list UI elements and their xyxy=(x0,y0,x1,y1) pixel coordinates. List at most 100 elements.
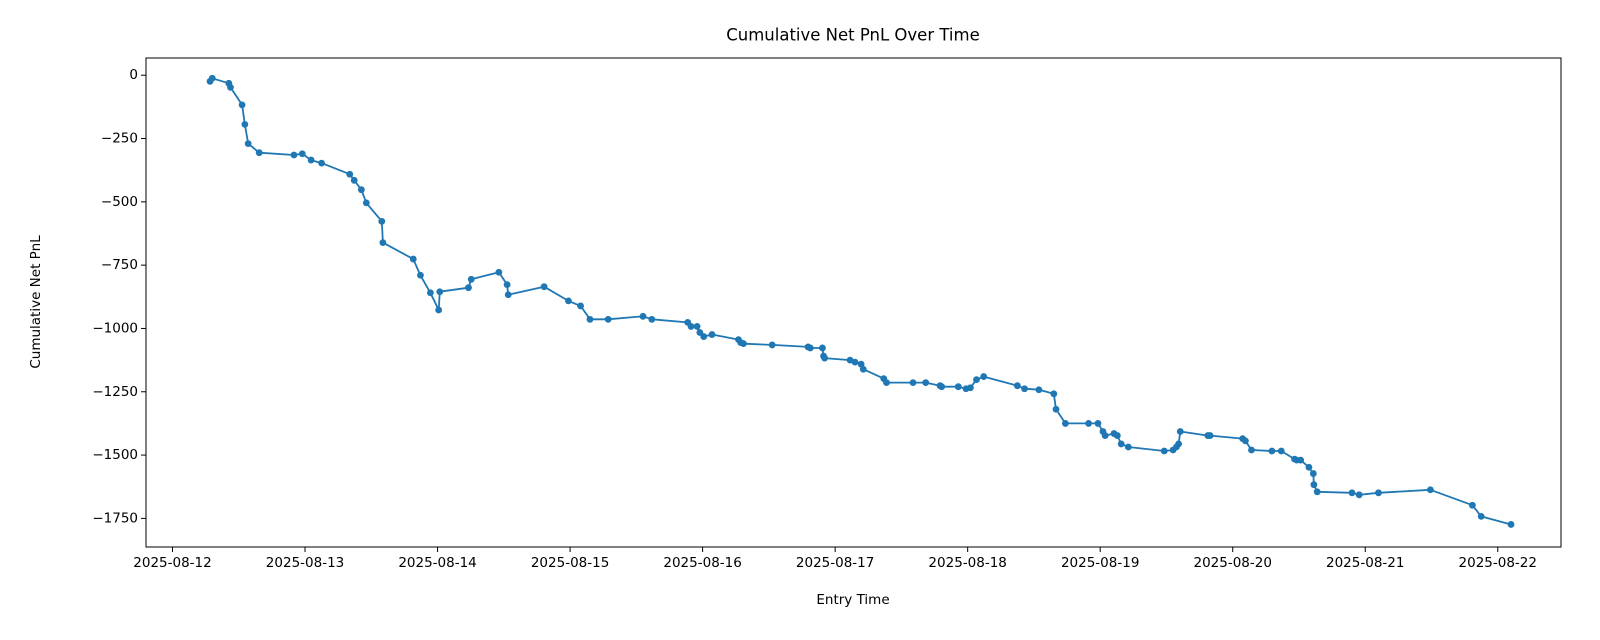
data-point xyxy=(1477,512,1485,520)
data-point xyxy=(1176,428,1184,435)
data-point xyxy=(208,74,216,82)
data-point xyxy=(1468,501,1476,509)
data-point xyxy=(909,379,917,387)
x-tick-label: 2025-08-20 xyxy=(1193,555,1271,571)
data-point xyxy=(298,150,306,158)
data-point xyxy=(954,383,962,391)
data-point xyxy=(1175,440,1183,448)
data-point xyxy=(465,284,472,292)
x-tick-label: 2025-08-13 xyxy=(266,555,344,571)
data-point xyxy=(1124,443,1132,451)
y-tick-label: −1250 xyxy=(92,384,138,400)
x-axis-label: Entry Time xyxy=(816,592,889,608)
x-tick-label: 2025-08-15 xyxy=(531,555,609,571)
data-point xyxy=(1160,447,1168,455)
x-tick-label: 2025-08-19 xyxy=(1061,555,1139,571)
data-point xyxy=(1062,420,1069,427)
data-point xyxy=(378,217,386,225)
data-point xyxy=(938,383,946,391)
x-tick-label: 2025-08-12 xyxy=(133,555,211,571)
data-point xyxy=(350,176,358,184)
data-point xyxy=(1297,456,1305,464)
data-point xyxy=(1355,491,1363,499)
data-point xyxy=(1035,386,1043,394)
data-point xyxy=(255,149,263,157)
data-point xyxy=(241,120,249,128)
data-point xyxy=(708,331,716,338)
chart-title: Cumulative Net PnL Over Time xyxy=(726,26,980,45)
x-tick-label: 2025-08-22 xyxy=(1459,555,1537,571)
data-point xyxy=(1094,420,1102,427)
data-point xyxy=(1305,463,1313,471)
data-point xyxy=(503,281,511,289)
data-point xyxy=(244,140,252,147)
data-point xyxy=(346,170,354,178)
data-point xyxy=(1117,440,1125,448)
data-point xyxy=(857,360,865,368)
data-point xyxy=(639,312,647,320)
data-point xyxy=(1242,437,1249,445)
plot-frame xyxy=(145,57,1562,548)
data-point xyxy=(417,271,424,279)
data-point xyxy=(1052,405,1060,413)
data-point xyxy=(409,255,417,263)
data-point xyxy=(1248,446,1255,454)
data-point xyxy=(1309,470,1317,477)
data-point xyxy=(973,376,980,384)
data-point xyxy=(1268,447,1276,455)
data-point xyxy=(238,101,246,109)
data-point xyxy=(883,379,890,387)
data-point xyxy=(768,341,776,349)
data-point xyxy=(435,306,443,314)
data-point xyxy=(648,315,656,323)
data-point xyxy=(922,379,930,387)
x-tick-label: 2025-08-14 xyxy=(398,555,476,571)
data-point xyxy=(1313,488,1321,496)
data-point xyxy=(504,291,512,299)
y-tick-label: −250 xyxy=(101,131,138,147)
data-point xyxy=(1085,420,1092,427)
data-point xyxy=(1013,382,1021,390)
data-point xyxy=(687,323,695,330)
data-point xyxy=(290,151,298,159)
data-point xyxy=(1206,432,1214,439)
data-point xyxy=(357,186,365,194)
y-tick-label: −750 xyxy=(101,257,138,273)
data-point xyxy=(436,288,444,296)
data-point xyxy=(980,373,988,380)
data-point xyxy=(318,159,325,167)
data-point xyxy=(565,297,572,305)
data-point xyxy=(379,239,387,247)
data-point xyxy=(604,315,612,323)
data-point xyxy=(851,358,859,366)
data-point xyxy=(426,289,434,297)
data-point xyxy=(227,83,234,91)
y-tick-label: −1500 xyxy=(92,447,138,463)
series-line xyxy=(209,77,1512,526)
data-point xyxy=(700,333,708,340)
y-axis-label: Cumulative Net PnL xyxy=(28,235,44,369)
y-tick-label: 0 xyxy=(129,67,138,83)
data-point xyxy=(693,323,701,330)
x-tick-label: 2025-08-17 xyxy=(796,555,874,571)
y-tick-label: −1750 xyxy=(92,510,138,526)
data-point xyxy=(577,302,584,310)
data-point xyxy=(1113,432,1121,439)
data-point xyxy=(1050,390,1058,398)
data-point xyxy=(967,384,974,392)
data-point xyxy=(821,354,829,362)
data-point xyxy=(1427,486,1434,494)
data-point xyxy=(1310,481,1318,489)
y-tick-label: −1000 xyxy=(92,320,138,336)
data-point xyxy=(586,315,594,323)
data-point xyxy=(819,344,826,352)
data-point xyxy=(467,275,475,283)
data-point xyxy=(1375,489,1382,497)
data-point xyxy=(307,156,315,164)
data-point xyxy=(495,268,503,276)
x-tick-label: 2025-08-16 xyxy=(663,555,741,571)
x-tick-label: 2025-08-18 xyxy=(928,555,1006,571)
y-tick-label: −500 xyxy=(101,194,138,210)
